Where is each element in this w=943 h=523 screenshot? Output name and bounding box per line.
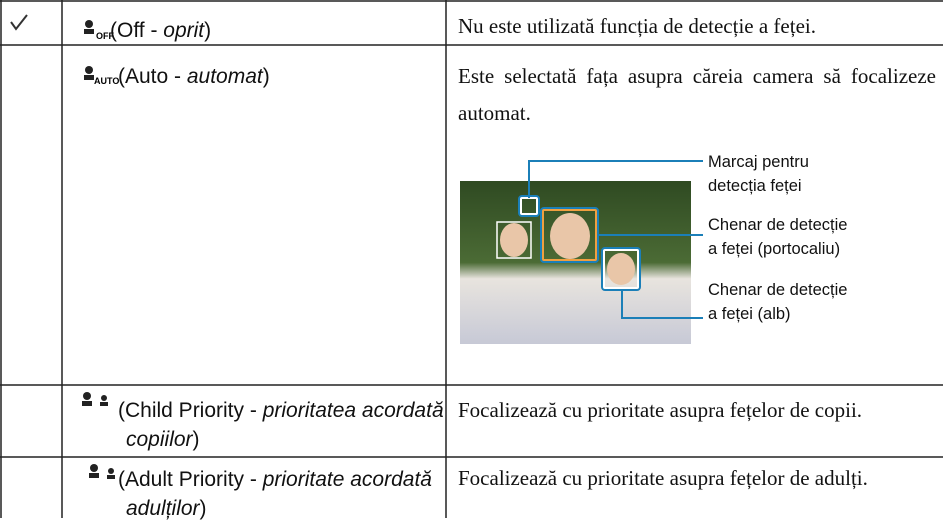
mode-emph: oprit [163, 19, 205, 42]
callout-lines [518, 160, 703, 319]
mode-text: (Off - oprit) [110, 16, 211, 45]
description: Este selectată fața asupra căreia camera… [458, 64, 936, 125]
mode: (Child Priority - [118, 399, 263, 422]
mode: (Off - [110, 19, 164, 42]
mode: (Auto - [118, 65, 187, 88]
mode-text: (Child Priority - prioritatea acordată c… [118, 396, 444, 454]
mode-end: ) [262, 65, 270, 88]
icon-label: OFF [96, 31, 114, 41]
mode-text: (Auto - automat) [118, 62, 270, 91]
icon-label: AUTO [94, 76, 119, 86]
callout-line: Chenar de detecție [708, 216, 848, 234]
callout-line: Chenar de detecție [708, 281, 848, 299]
description: Focalizează cu prioritate asupra fețelor… [458, 466, 868, 490]
check-mark [10, 14, 28, 31]
callout: Chenar de detecție a feței (portocaliu) [708, 213, 847, 261]
callout-line: Marcaj pentru [708, 153, 809, 171]
callout-line: a feței (portocaliu) [708, 240, 841, 258]
mode-end: ) [204, 19, 212, 42]
description: Focalizează cu prioritate asupra fețelor… [458, 398, 863, 422]
callout-line: detecția feței [708, 177, 802, 195]
callout: Chenar de detecție a feței (alb) [708, 278, 847, 326]
mode-emph: prioritatea acordată copiilor [126, 399, 444, 451]
mode-emph: automat [186, 65, 263, 88]
callout: Marcaj pentru detecția feței [708, 150, 809, 198]
face-icons [82, 20, 115, 479]
mode-text: (Adult Priority - prioritate acordată ad… [118, 465, 444, 523]
callout-line: a feței (alb) [708, 305, 791, 323]
mode-end: ) [192, 428, 200, 451]
description: Nu este utilizată funcția de detecție a … [458, 14, 816, 38]
faces [500, 213, 635, 285]
mode-emph: prioritate acordată adulților [126, 468, 432, 520]
mode-end: ) [199, 497, 207, 520]
mode: (Adult Priority - [118, 468, 263, 491]
